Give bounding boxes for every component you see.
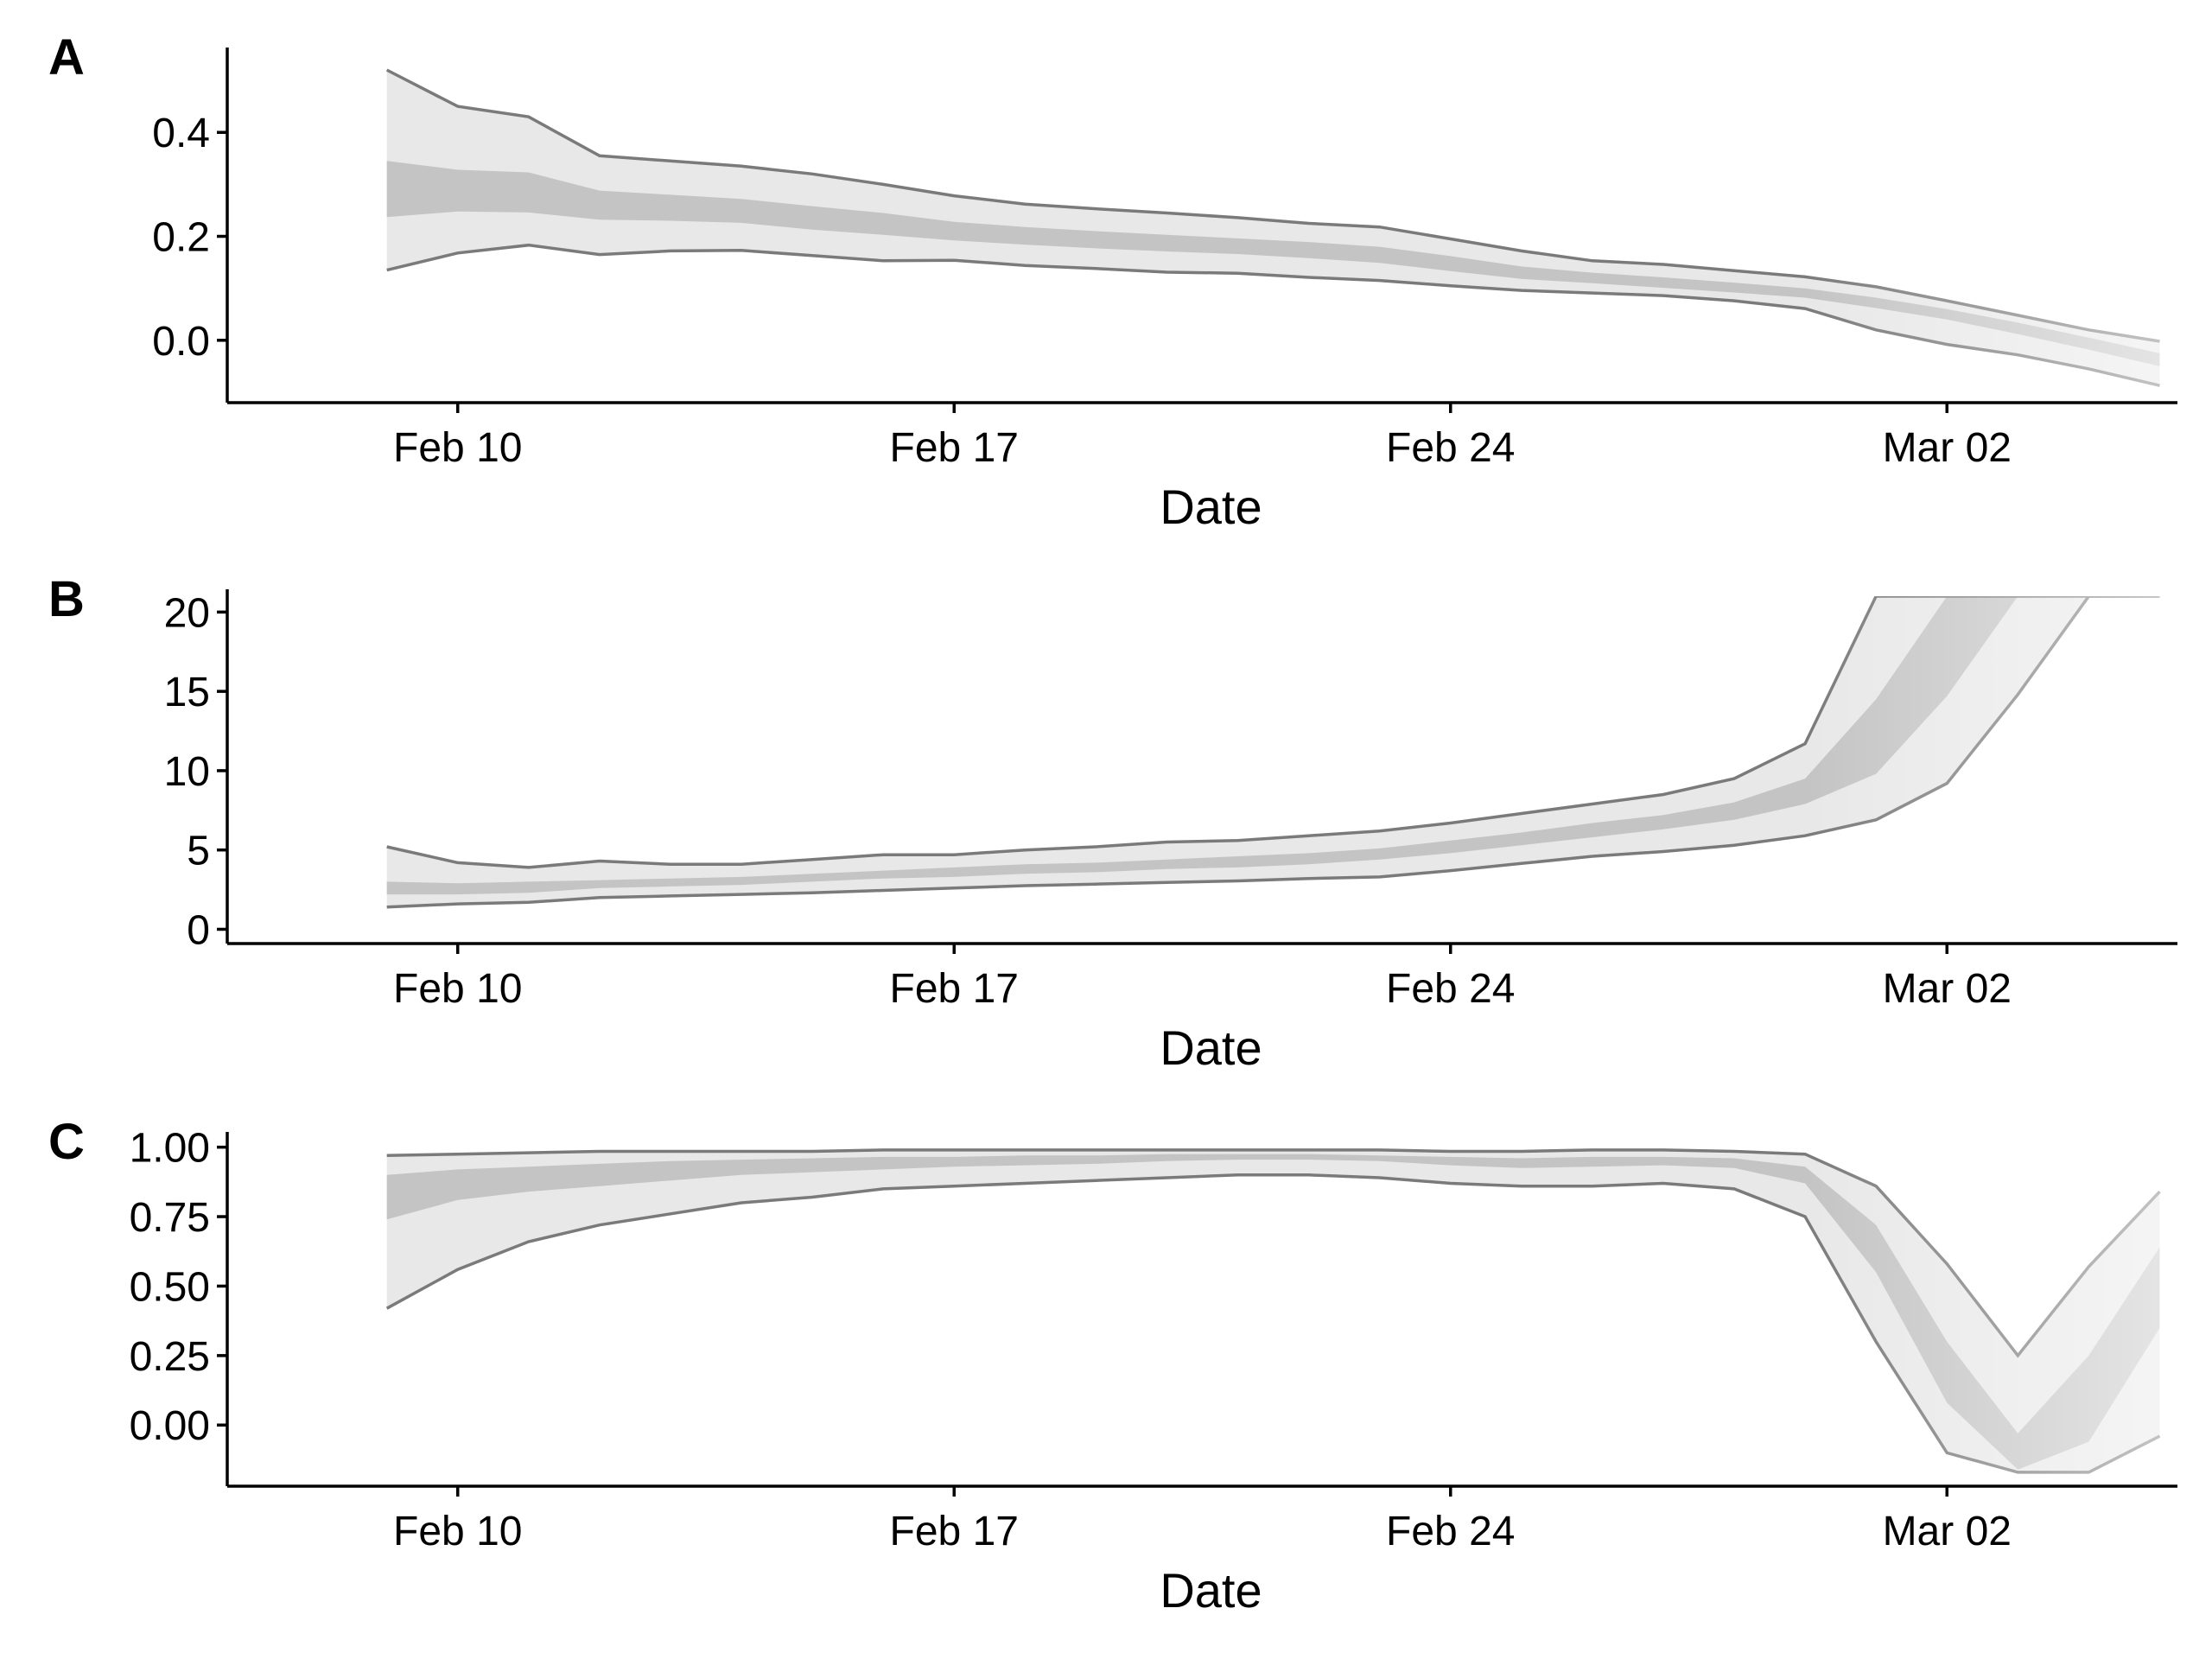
x-tick-label: Feb 10	[393, 425, 522, 471]
x-axis-title: Date	[1160, 1020, 1262, 1075]
x-axis-title: Date	[1160, 1563, 1262, 1618]
y-tick-label: 0.50	[130, 1264, 210, 1310]
ci50-band	[386, 161, 2160, 366]
panel-label: B	[48, 571, 85, 627]
x-tick-label: Mar 02	[1883, 1509, 2012, 1554]
panel-a: 0.0 0.2 0.4 Feb 10 Feb 17 Feb 24 Mar 02 Date A	[48, 29, 2177, 534]
panel-label: A	[48, 29, 85, 86]
y-tick-label: 20	[164, 590, 210, 636]
x-axis-title: Date	[1160, 480, 1262, 534]
projection-fade	[1805, 54, 2164, 403]
x-tick-label: Feb 24	[1386, 425, 1515, 471]
projection-fade	[1805, 596, 2164, 944]
ci50-band	[386, 596, 2160, 895]
y-tick-label: 15	[164, 670, 210, 715]
projection-fade	[1805, 1139, 2164, 1486]
plot-area	[385, 1139, 2164, 1486]
panel-c: 0.00 0.25 0.50 0.75 1.00 Feb 10 Feb 17 Feb 24 Ma…	[48, 1114, 2177, 1618]
panel-b: 0 5 10 15 20 Feb 10 Feb 17 Feb 24 Mar 02 Date B	[48, 571, 2177, 1075]
y-tick-label: 5	[187, 829, 210, 874]
panel-label: C	[48, 1114, 85, 1170]
ci50-band	[386, 1154, 2160, 1470]
x-tick-label: Mar 02	[1883, 425, 2012, 471]
x-tick-label: Feb 10	[393, 1509, 522, 1554]
y-tick-label: 0.4	[152, 111, 210, 156]
ci95-band	[386, 596, 2160, 907]
x-tick-label: Feb 24	[1386, 966, 1515, 1012]
plot-area	[386, 596, 2164, 944]
ci95-band	[386, 70, 2160, 386]
y-tick-label: 0.0	[152, 319, 210, 365]
y-tick-label: 0.25	[130, 1334, 210, 1380]
plot-area	[385, 54, 2164, 403]
x-tick-label: Mar 02	[1883, 966, 2012, 1012]
y-tick-label: 0.75	[130, 1195, 210, 1241]
x-tick-label: Feb 10	[393, 966, 522, 1012]
x-tick-label: Feb 17	[890, 1509, 1019, 1554]
x-tick-label: Feb 17	[890, 425, 1019, 471]
x-tick-label: Feb 24	[1386, 1509, 1515, 1554]
y-tick-label: 0	[187, 907, 210, 953]
y-tick-label: 0.2	[152, 215, 210, 261]
x-tick-label: Feb 17	[890, 966, 1019, 1012]
y-tick-label: 10	[164, 749, 210, 795]
y-tick-label: 0.00	[130, 1403, 210, 1449]
y-tick-label: 1.00	[130, 1126, 210, 1172]
